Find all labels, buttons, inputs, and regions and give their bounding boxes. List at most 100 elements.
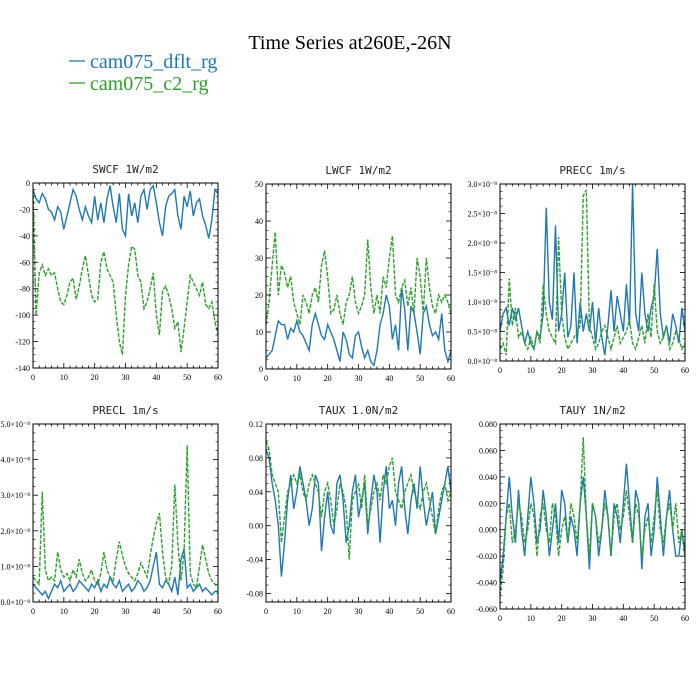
y-tick-label: 50 [255, 180, 263, 189]
y-tick-label: -80 [19, 285, 30, 294]
figure-title: Time Series at260E,-26N [248, 32, 451, 54]
y-tick-label: -60 [19, 258, 30, 267]
y-tick-label: 0.0×10⁻⁸ [0, 598, 30, 607]
series-line-c2 [500, 189, 685, 356]
y-tick-label: 40 [255, 217, 263, 226]
x-tick-label: 60 [681, 614, 689, 623]
series-line-dflt [500, 463, 685, 583]
y-tick-label: 0.5×10⁻⁸ [467, 328, 497, 337]
legend-label-dflt: cam075_dflt_rg [90, 51, 217, 73]
x-tick-label: 0 [264, 374, 268, 383]
y-tick-label: -140 [15, 364, 30, 373]
x-tick-label: 10 [293, 374, 301, 383]
panel-title: PRECL 1m/s [92, 404, 158, 417]
y-tick-label: 4.0×10⁻⁸ [0, 456, 30, 465]
x-tick-label: 60 [447, 374, 455, 383]
y-tick-label: 0.000 [479, 526, 497, 535]
x-tick-label: 0 [498, 366, 502, 375]
x-tick-label: 20 [558, 614, 566, 623]
y-tick-label: 0 [259, 365, 263, 374]
series-line-c2 [33, 445, 218, 590]
x-tick-label: 40 [619, 614, 627, 623]
y-tick-label: 0.04 [249, 488, 263, 497]
x-tick-label: 20 [324, 374, 332, 383]
panel-title: TAUX 1.0N/m2 [319, 404, 398, 417]
x-tick-label: 40 [619, 366, 627, 375]
y-tick-label: 3.0×10⁻⁸ [0, 491, 30, 500]
y-tick-label: 1.0×10⁻⁸ [467, 298, 497, 307]
panel-precc: PRECC 1m/s 0 10 20 30 40 50 60 0.0×10⁻⁸ 0.5×10⁻⁸ 1… [467, 164, 689, 375]
y-tick-label: 0 [26, 179, 30, 188]
y-tick-label: -0.020 [476, 552, 497, 561]
y-tick-label: -0.08 [246, 590, 263, 599]
x-tick-label: 30 [589, 366, 597, 375]
x-tick-label: 50 [650, 366, 658, 375]
x-tick-label: 10 [527, 366, 535, 375]
panel-title: PRECC 1m/s [559, 164, 625, 177]
series-line-c2 [266, 440, 451, 560]
y-tick-label: -120 [15, 338, 30, 347]
series-line-c2 [266, 232, 451, 325]
x-tick-label: 30 [589, 614, 597, 623]
x-tick-label: 50 [416, 607, 424, 616]
x-tick-label: 60 [214, 607, 222, 616]
x-tick-label: 40 [385, 607, 393, 616]
x-tick-label: 50 [650, 614, 658, 623]
y-tick-label: -100 [15, 311, 30, 320]
legend: cam075_dflt_rg cam075_c2_rg [69, 51, 217, 95]
y-tick-label: -0.060 [476, 605, 497, 614]
x-tick-label: 20 [91, 607, 99, 616]
y-tick-label: 0.040 [479, 473, 497, 482]
series-line-dflt [33, 183, 218, 239]
panel-taux: TAUX 1.0N/m2 0 10 20 30 40 50 60 -0.08 -0.04 0.00 0… [246, 404, 455, 616]
y-tick-label: 0.080 [479, 420, 497, 429]
x-tick-label: 10 [60, 373, 68, 382]
series-line-c2 [33, 189, 218, 355]
x-tick-label: 10 [60, 607, 68, 616]
legend-label-c2: cam075_c2_rg [90, 73, 209, 95]
x-tick-label: 0 [264, 607, 268, 616]
x-tick-label: 10 [527, 614, 535, 623]
y-tick-label: 2.5×10⁻⁸ [467, 210, 497, 219]
x-tick-label: 50 [183, 373, 191, 382]
x-tick-label: 40 [385, 374, 393, 383]
y-tick-label: 0.060 [479, 446, 497, 455]
y-tick-label: 10 [255, 328, 263, 337]
x-tick-label: 30 [355, 607, 363, 616]
y-tick-label: -20 [19, 205, 30, 214]
x-tick-label: 30 [355, 374, 363, 383]
panel-title: SWCF 1W/m2 [92, 163, 158, 176]
x-tick-label: 40 [152, 607, 160, 616]
y-tick-label: 1.0×10⁻⁸ [0, 562, 30, 571]
x-tick-label: 30 [122, 607, 130, 616]
x-tick-label: 60 [214, 373, 222, 382]
series-line-dflt [33, 548, 218, 601]
y-tick-label: 2.0×10⁻⁸ [467, 239, 497, 248]
y-tick-label: 5.0×10⁻⁸ [0, 420, 30, 429]
series-line-dflt [266, 287, 451, 367]
x-tick-label: 40 [152, 373, 160, 382]
y-tick-label: 0.08 [249, 454, 263, 463]
panel-lwcf: LWCF 1W/m2 0 10 20 30 40 50 60 0 10 20 30 40 50 [255, 164, 455, 383]
x-tick-label: 20 [324, 607, 332, 616]
x-tick-label: 30 [122, 373, 130, 382]
x-tick-label: 50 [416, 374, 424, 383]
panel-tauy: TAUY 1N/m2 0 10 20 30 40 50 60 -0.060 -0.040 -0.02… [476, 404, 689, 623]
panels: SWCF 1W/m2 0 10 20 30 40 50 60 0 -20 -40 -60 -80 -100… [0, 163, 689, 623]
x-tick-label: 20 [91, 373, 99, 382]
y-tick-label: 2.0×10⁻⁸ [0, 527, 30, 536]
y-tick-label: -0.04 [246, 556, 263, 565]
panel-swcf: SWCF 1W/m2 0 10 20 30 40 50 60 0 -20 -40 -60 -80 -100… [15, 163, 222, 382]
panel-title: LWCF 1W/m2 [325, 164, 391, 177]
x-tick-label: 0 [498, 614, 502, 623]
x-tick-label: 60 [681, 366, 689, 375]
y-tick-label: -40 [19, 232, 30, 241]
series-line-c2 [500, 437, 685, 596]
x-tick-label: 60 [447, 607, 455, 616]
y-tick-label: 20 [255, 291, 263, 300]
y-tick-label: 1.5×10⁻⁸ [467, 269, 497, 278]
series-line-dflt [266, 449, 451, 577]
y-tick-label: -0.040 [476, 579, 497, 588]
y-tick-label: 30 [255, 254, 263, 263]
